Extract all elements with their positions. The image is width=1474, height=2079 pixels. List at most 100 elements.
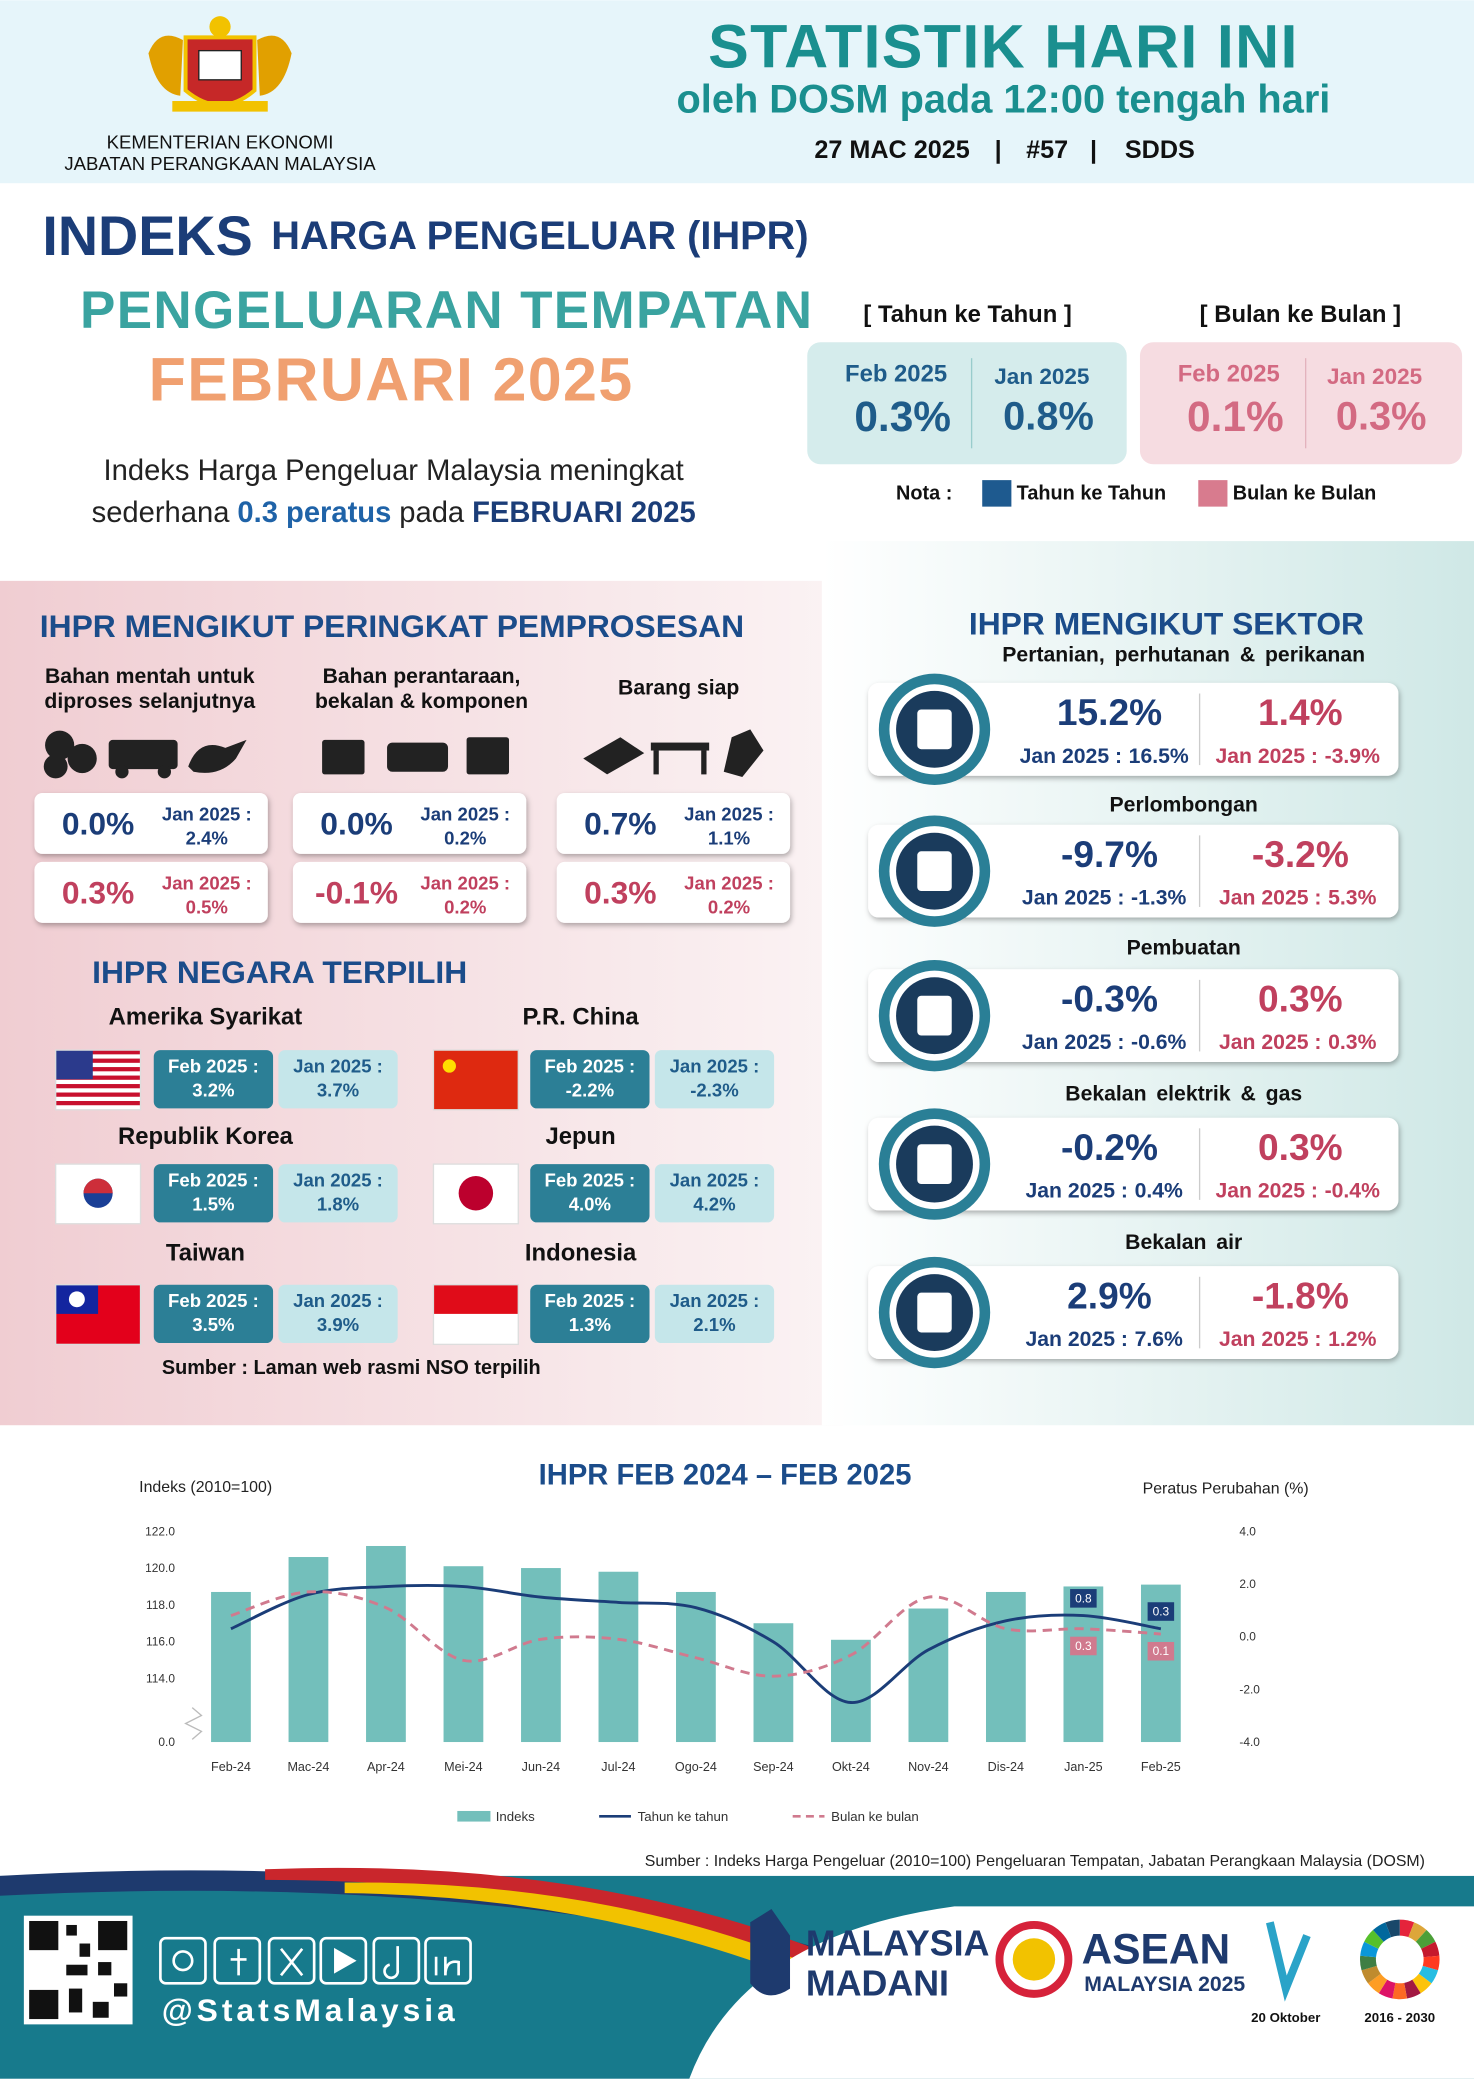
x-tick-label: Feb-25 bbox=[1141, 1760, 1181, 1774]
x-tick-label: Nov-24 bbox=[908, 1760, 949, 1774]
yoy-value: 2.9% bbox=[1067, 1274, 1152, 1316]
madani-logo: MADANI bbox=[806, 1963, 949, 2003]
sector-card bbox=[868, 969, 1399, 1063]
mom-prev: Jan 2025 : 1.2% bbox=[1219, 1328, 1377, 1351]
yoy-prev-part: 0.4% bbox=[1135, 1179, 1183, 1202]
flag-border bbox=[55, 1163, 142, 1225]
country-name: Taiwan bbox=[166, 1239, 245, 1266]
separator: | bbox=[995, 136, 1002, 164]
bar bbox=[366, 1545, 406, 1743]
flag-part bbox=[55, 1092, 141, 1097]
jan-label: Jan 2025 : bbox=[670, 1170, 760, 1191]
bar bbox=[288, 1557, 329, 1743]
yoy-prev-part: -0.6% bbox=[1131, 1031, 1187, 1054]
stage-box bbox=[292, 792, 527, 854]
feb-box bbox=[530, 1050, 650, 1109]
yoy-prev-part: Jan 2025 : bbox=[1025, 1179, 1127, 1202]
chart-title: IHPR FEB 2024 – FEB 2025 bbox=[539, 1460, 912, 1492]
value-label: 0.3 bbox=[1075, 1639, 1092, 1653]
yoy-prev: Jan 2025 : -1.3% bbox=[1022, 886, 1187, 909]
y2-tick-label: -4.0 bbox=[1239, 1735, 1260, 1749]
summary-part: 0.3 peratus bbox=[237, 497, 391, 529]
sector-name: Bekalan air bbox=[1125, 1231, 1242, 1254]
x-tick-label: Apr-24 bbox=[367, 1760, 405, 1774]
x-tick-label: Okt-24 bbox=[832, 1760, 870, 1774]
x-tick-label: Jun-24 bbox=[522, 1760, 560, 1774]
country-name: Republik Korea bbox=[118, 1123, 294, 1150]
mom-prev-part: 5.3% bbox=[1328, 886, 1376, 909]
social-handle: @StatsMalaysia bbox=[162, 1992, 459, 2028]
feb-box bbox=[530, 1164, 650, 1223]
section-title: IHPR MENGIKUT SEKTOR bbox=[969, 605, 1364, 641]
flag bbox=[55, 1284, 142, 1346]
yoy-prev-part: Jan 2025 : bbox=[1020, 744, 1122, 767]
y-tick-label: 120.0 bbox=[145, 1561, 175, 1575]
summary-part: FEBRUARI 2025 bbox=[472, 497, 696, 529]
yoy-value: 15.2% bbox=[1057, 691, 1162, 733]
flag-border bbox=[55, 1049, 142, 1111]
flag-part bbox=[55, 1058, 141, 1063]
bar bbox=[1063, 1586, 1104, 1743]
yoy-value: -0.2% bbox=[1061, 1126, 1158, 1168]
x-tick-label: Mei-24 bbox=[444, 1760, 482, 1774]
value-label: 0.3 bbox=[1153, 1605, 1170, 1619]
mom-value: -3.2% bbox=[1252, 833, 1349, 875]
prev-value: 0.2% bbox=[444, 896, 486, 917]
mom-prev-part: -0.4% bbox=[1325, 1179, 1381, 1202]
mom-prev-part: Jan 2025 : bbox=[1215, 744, 1317, 767]
x-tick-label: Jan-25 bbox=[1064, 1760, 1102, 1774]
prev-label: Jan 2025 : bbox=[420, 804, 510, 825]
flag-part bbox=[55, 1084, 141, 1089]
flag bbox=[432, 1049, 519, 1111]
country-name: Amerika Syarikat bbox=[109, 1003, 303, 1030]
legend-swatch-mom bbox=[1198, 480, 1228, 507]
prev-label: Jan 2025 : bbox=[162, 873, 252, 894]
legend-swatch-yoy bbox=[982, 480, 1012, 507]
feb-label: Feb 2025 : bbox=[168, 1290, 259, 1311]
jan-value: 2.1% bbox=[693, 1314, 735, 1335]
bar bbox=[211, 1591, 251, 1743]
previous-label: Jan 2025 bbox=[994, 364, 1089, 389]
bar bbox=[908, 1608, 949, 1743]
sector-name: Bekalan elektrik & gas bbox=[1065, 1082, 1302, 1105]
release-date: 27 MAC 2025 bbox=[814, 136, 969, 164]
current-label: Feb 2025 bbox=[845, 361, 947, 388]
subtitle: PENGELUARAN TEMPATAN bbox=[80, 281, 813, 340]
sector-card bbox=[868, 682, 1399, 776]
feb-value: 3.5% bbox=[192, 1314, 234, 1335]
sector-icon bbox=[917, 1292, 952, 1333]
feb-label: Feb 2025 : bbox=[168, 1056, 259, 1077]
x-tick-label: Feb-24 bbox=[211, 1760, 251, 1774]
yoy-box bbox=[807, 342, 1127, 465]
feb-label: Feb 2025 : bbox=[545, 1290, 636, 1311]
mom-prev-part: -3.9% bbox=[1325, 744, 1381, 767]
mom-prev-part: Jan 2025 : bbox=[1219, 886, 1321, 909]
source: Sumber : Laman web rasmi NSO terpilih bbox=[162, 1357, 541, 1379]
jan-box bbox=[278, 1050, 398, 1109]
flag-part bbox=[68, 1291, 85, 1308]
mom-value: 1.4% bbox=[1258, 691, 1343, 733]
flag bbox=[432, 1163, 519, 1225]
x-tick-label: Ogo-24 bbox=[675, 1760, 717, 1774]
feb-box bbox=[530, 1284, 650, 1344]
mom-prev-part: Jan 2025 : bbox=[1219, 1328, 1321, 1351]
stage-box bbox=[292, 861, 527, 923]
mom-value: 0.3% bbox=[1258, 1126, 1343, 1168]
box-label: [ Bulan ke Bulan ] bbox=[1200, 301, 1401, 328]
stage-value: 0.0% bbox=[320, 805, 392, 841]
current-value: 0.1% bbox=[1187, 393, 1284, 440]
sector-name: Pertanian, perhutanan & perikanan bbox=[1002, 644, 1365, 667]
country-name: Jepun bbox=[545, 1123, 615, 1150]
jan-label: Jan 2025 : bbox=[293, 1170, 383, 1191]
flag-border bbox=[432, 1163, 519, 1225]
period: FEBRUARI 2025 bbox=[149, 345, 634, 413]
flag-part bbox=[55, 1050, 141, 1055]
flag-border bbox=[432, 1284, 519, 1346]
feb-box bbox=[153, 1284, 274, 1344]
stage-box bbox=[34, 861, 268, 923]
flag-part bbox=[55, 1050, 93, 1080]
y2-axis-label: Peratus Perubahan (%) bbox=[1143, 1480, 1309, 1497]
feb-value: -2.2% bbox=[566, 1079, 614, 1100]
yoy-prev: Jan 2025 : 16.5% bbox=[1020, 744, 1189, 767]
sector-card bbox=[868, 824, 1399, 918]
